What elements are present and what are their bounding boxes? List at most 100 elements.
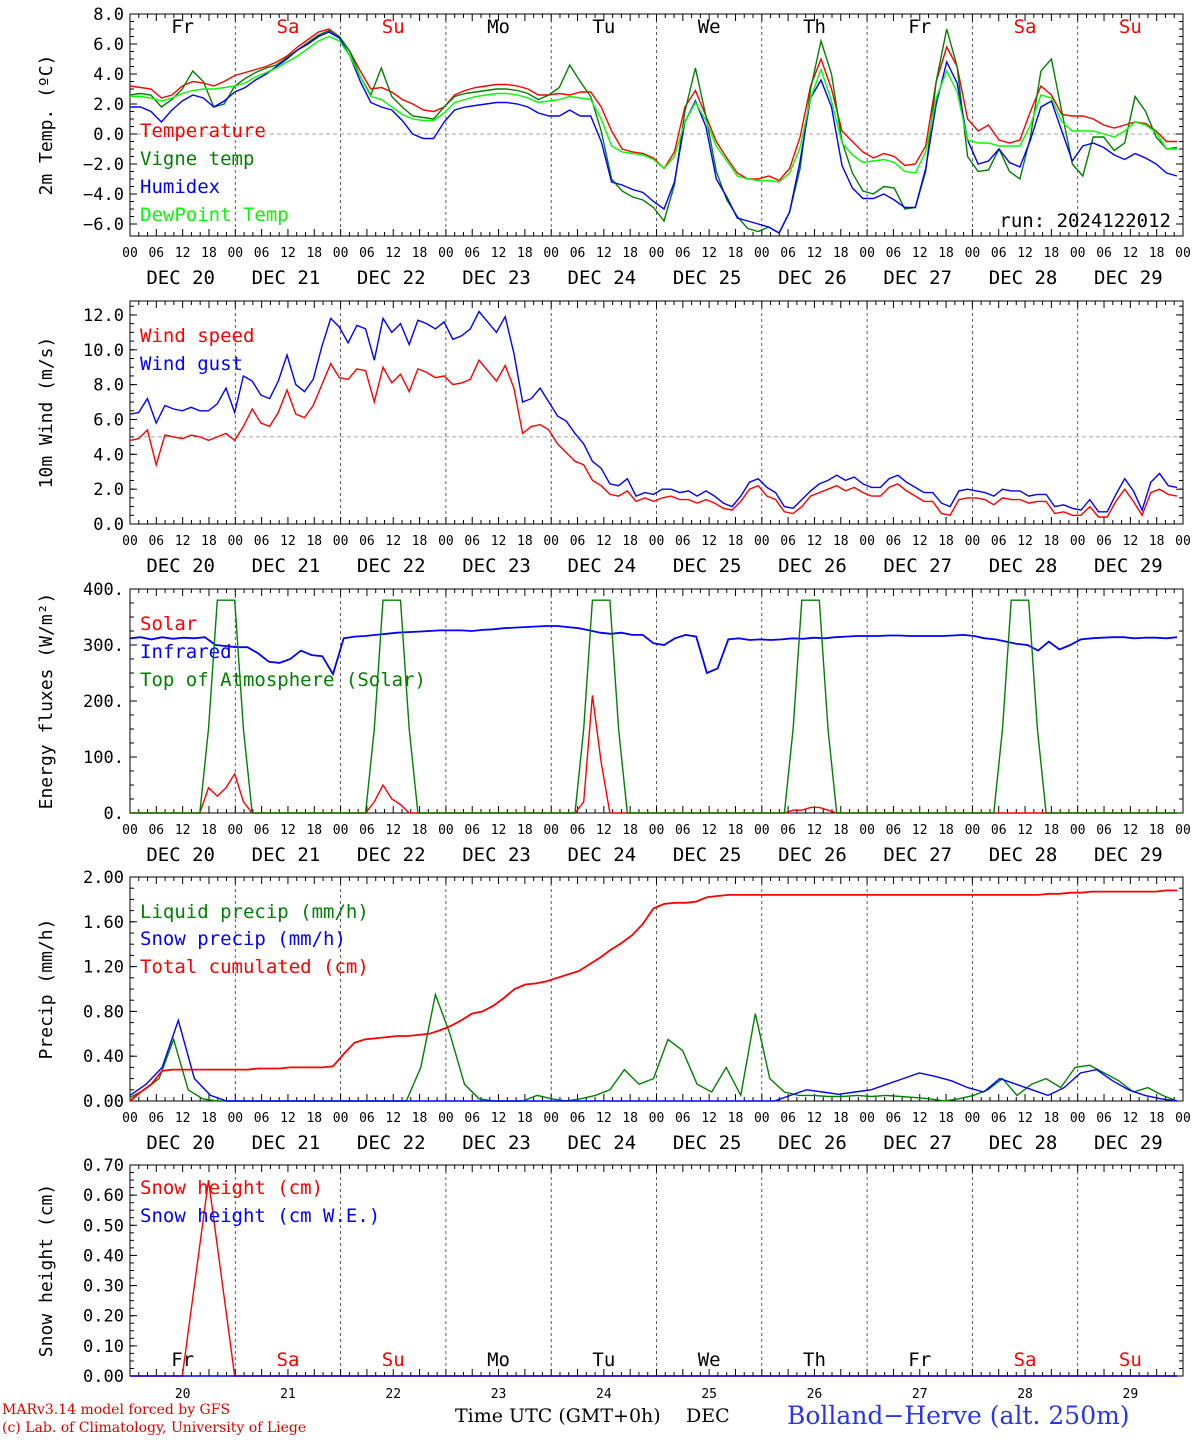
x-tick-label: 06	[991, 823, 1007, 838]
x-tick-label: 12	[807, 1111, 823, 1126]
y-tick-label: 0.60	[83, 1186, 124, 1206]
y-tick-label: 0.40	[83, 1246, 124, 1266]
x-tick-label: 18	[306, 823, 322, 838]
x-tick-label: 00	[1175, 823, 1191, 838]
day-label: DEC 22	[357, 844, 426, 866]
legend-entry: Infrared	[140, 641, 232, 663]
x-tick-label: 06	[570, 1111, 586, 1126]
day-number-label: 27	[912, 1387, 928, 1402]
day-label: DEC 29	[1094, 844, 1163, 866]
y-tick-label: 0.10	[83, 1337, 124, 1357]
y-tick-label: 2.0	[93, 95, 124, 115]
x-tick-label: 06	[148, 534, 164, 549]
day-number-label: 23	[491, 1387, 507, 1402]
day-number-label: 24	[596, 1387, 612, 1402]
weekday-label: Su	[382, 1349, 405, 1371]
weekday-label: Su	[1119, 16, 1142, 38]
x-tick-label: 12	[701, 823, 717, 838]
y-tick-label: 2.0	[93, 480, 124, 500]
x-tick-label: 18	[1044, 823, 1060, 838]
x-tick-label: 00	[333, 246, 349, 261]
weekday-label: Tu	[592, 16, 615, 38]
day-label: DEC 20	[146, 267, 215, 289]
x-tick-label: 06	[886, 534, 902, 549]
day-label: DEC 27	[883, 844, 952, 866]
x-tick-label: 12	[385, 1111, 401, 1126]
panel-temp: 8.0 6.0 4.0 2.0 0.0 −2.0 −4.0 −6.0 2m Temp. (ºC)…	[36, 5, 1191, 289]
weekday-label: Th	[803, 16, 826, 38]
y-tick-label: 1.60	[83, 913, 124, 933]
legend-entry: Temperature	[140, 120, 266, 142]
x-tick-label: 00	[859, 823, 875, 838]
series-line-total-cumulated-cm-	[129, 889, 1177, 1102]
x-tick-label: 18	[622, 823, 638, 838]
day-label: DEC 23	[462, 1132, 531, 1154]
y-tick-label: 0.50	[83, 1216, 124, 1236]
x-tick-label: 06	[148, 246, 164, 261]
x-tick-label: 00	[754, 823, 770, 838]
x-tick-label: 18	[1149, 534, 1165, 549]
series-line-vigne-temp	[129, 28, 1178, 234]
x-tick-label: 06	[254, 246, 270, 261]
x-tick-label: 06	[464, 1111, 480, 1126]
y-tick-label: 0.80	[83, 1002, 124, 1022]
x-tick-label: 06	[359, 823, 375, 838]
x-tick-label: 00	[965, 534, 981, 549]
x-tick-label: 12	[175, 823, 191, 838]
x-tick-label: 18	[622, 1111, 638, 1126]
credit-line-1: MARv3.14 model forced by GFS	[2, 1402, 231, 1418]
day-label: DEC 24	[568, 555, 637, 577]
panel-precip: 2.00 1.60 1.20 0.80 0.40 0.00 Precip (mm/h) Liq…	[36, 868, 1191, 1154]
x-tick-label: 00	[333, 1111, 349, 1126]
legend-entry: Solar	[140, 613, 197, 635]
x-tick-label: 00	[227, 246, 243, 261]
x-tick-label: 12	[912, 823, 928, 838]
day-label: DEC 21	[252, 267, 321, 289]
weekday-label: Sa	[1014, 16, 1037, 38]
x-tick-label: 00	[333, 534, 349, 549]
x-axis-label: Time UTC (GMT+0h)	[455, 1405, 661, 1427]
x-tick-label: 00	[122, 534, 138, 549]
day-label: DEC 29	[1094, 267, 1163, 289]
day-label: DEC 20	[146, 844, 215, 866]
x-tick-label: 06	[1096, 1111, 1112, 1126]
x-tick-label: 00	[965, 1111, 981, 1126]
x-tick-label: 00	[438, 1111, 454, 1126]
legend-entry: Snow height (cm W.E.)	[140, 1205, 380, 1227]
x-tick-label: 12	[912, 534, 928, 549]
x-tick-label: 12	[280, 534, 296, 549]
x-tick-label: 18	[201, 534, 217, 549]
x-tick-label: 12	[596, 1111, 612, 1126]
legend-entry: Snow height (cm)	[140, 1177, 323, 1199]
x-tick-label: 18	[306, 1111, 322, 1126]
x-tick-label: 06	[464, 246, 480, 261]
x-tick-label: 06	[254, 823, 270, 838]
day-label: DEC 28	[989, 555, 1058, 577]
x-tick-label: 18	[938, 823, 954, 838]
credit-line-2: (c) Lab. of Climatology, University of L…	[2, 1420, 307, 1436]
x-tick-label: 00	[122, 1111, 138, 1126]
x-tick-label: 00	[438, 823, 454, 838]
day-label: DEC 25	[673, 555, 742, 577]
series-line-dewpoint-temp	[130, 35, 1177, 183]
x-tick-label: 12	[596, 246, 612, 261]
plot-frame	[129, 300, 1184, 525]
x-tick-label: 18	[517, 534, 533, 549]
y-tick-label: 2.00	[83, 868, 124, 888]
y-axis-label: 2m Temp. (ºC)	[36, 55, 57, 196]
y-axis-label: Snow height (cm)	[36, 1184, 57, 1357]
day-label: DEC 27	[883, 1132, 952, 1154]
x-tick-label: 18	[833, 823, 849, 838]
y-tick-label: 200.	[83, 692, 124, 712]
x-tick-label: 12	[385, 534, 401, 549]
day-label: DEC 20	[146, 555, 215, 577]
x-tick-label: 12	[807, 823, 823, 838]
x-tick-label: 00	[1175, 246, 1191, 261]
x-tick-label: 06	[675, 823, 691, 838]
x-tick-label: 06	[148, 823, 164, 838]
series-line-top-of-atmosphere-solar-	[130, 599, 1177, 814]
x-tick-label: 18	[938, 246, 954, 261]
x-tick-label: 00	[122, 823, 138, 838]
y-tick-label: 4.0	[93, 445, 124, 465]
